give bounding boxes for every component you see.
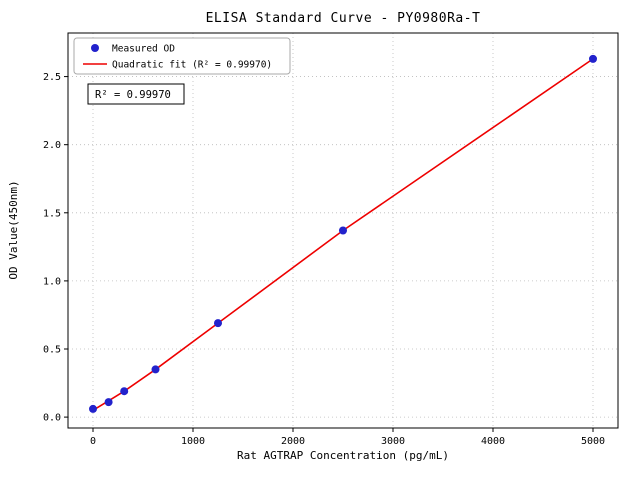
- r-squared-annotation: R² = 0.99970: [87, 83, 185, 105]
- x-tick-label: 3000: [381, 436, 405, 447]
- legend-label-measured-od: Measured OD: [112, 44, 175, 55]
- y-axis-label: OD Value(450nm): [7, 180, 20, 279]
- annotation-text: R² = 0.99970: [95, 89, 171, 101]
- chart-title: ELISA Standard Curve - PY0980Ra-T: [206, 11, 481, 26]
- x-axis-label: Rat AGTRAP Concentration (pg/mL): [237, 449, 449, 462]
- y-tick-label: 0.5: [43, 345, 61, 356]
- legend-box: [73, 37, 291, 75]
- legend: Measured OD Quadratic fit (R² = 0.99970): [73, 37, 291, 75]
- plot-frame: [67, 32, 619, 429]
- measured-od-point: [214, 319, 222, 328]
- y-tick-label: 1.5: [43, 208, 61, 219]
- measured-od-point: [151, 365, 160, 374]
- measured-od-point: [104, 398, 113, 407]
- series-layer: [89, 54, 597, 413]
- y-tick-label: 1.0: [43, 276, 61, 287]
- legend-label-quadratic-fit: Quadratic fit (R² = 0.99970): [112, 60, 272, 71]
- measured-od-point: [339, 226, 347, 235]
- axis-layer: 0 1000 2000 3000 4000 5000 0.0 0.5 1.0 1.5 2.0 2.5: [43, 72, 605, 447]
- x-tick-label: 5000: [581, 436, 605, 447]
- annotation-box: [87, 83, 185, 105]
- measured-od-point: [589, 54, 597, 63]
- x-tick-label: 0: [90, 436, 96, 447]
- y-tick-label: 2.0: [43, 140, 61, 151]
- x-tick-label: 2000: [281, 436, 305, 447]
- measured-od-point: [89, 404, 97, 413]
- x-tick-label: 4000: [481, 436, 505, 447]
- x-tick-label: 1000: [181, 436, 205, 447]
- y-tick-label: 2.5: [43, 72, 61, 83]
- y-tick-label: 0.0: [43, 413, 61, 424]
- legend-marker-measured-od-icon: [91, 44, 99, 52]
- measured-od-point: [120, 387, 129, 396]
